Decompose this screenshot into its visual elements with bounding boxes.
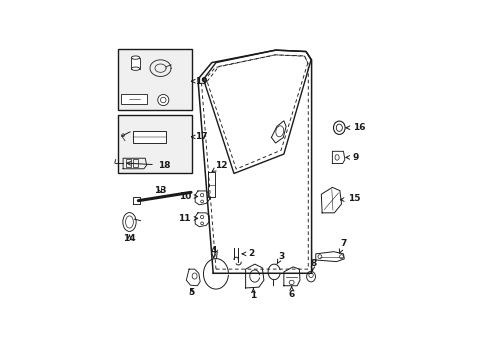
Bar [131, 58, 140, 69]
Ellipse shape [339, 255, 343, 258]
Text: 7: 7 [339, 239, 346, 253]
Ellipse shape [200, 193, 203, 197]
Text: 8: 8 [309, 259, 316, 271]
Text: 18: 18 [127, 161, 170, 170]
Ellipse shape [125, 216, 133, 228]
Bar [121, 94, 147, 104]
Text: 9: 9 [345, 153, 358, 162]
Ellipse shape [131, 56, 140, 59]
Text: 11: 11 [178, 214, 197, 223]
Text: 1: 1 [250, 288, 256, 300]
Text: 5: 5 [188, 288, 195, 297]
Text: 2: 2 [242, 249, 254, 258]
Bar [117, 115, 192, 174]
Ellipse shape [158, 94, 168, 105]
Ellipse shape [200, 200, 203, 203]
Text: 19: 19 [191, 77, 207, 86]
Bar [133, 131, 166, 143]
Ellipse shape [122, 212, 136, 231]
Ellipse shape [200, 222, 203, 225]
Ellipse shape [308, 273, 313, 278]
Ellipse shape [160, 97, 166, 103]
Ellipse shape [288, 280, 293, 285]
Ellipse shape [131, 67, 140, 70]
Text: 10: 10 [178, 192, 197, 201]
Ellipse shape [306, 271, 315, 282]
Ellipse shape [336, 124, 342, 131]
Ellipse shape [317, 255, 321, 258]
Text: 3: 3 [277, 252, 284, 264]
Bar [125, 159, 131, 167]
Bar [133, 159, 137, 167]
Text: 6: 6 [288, 287, 294, 298]
Ellipse shape [334, 155, 339, 160]
Text: 12: 12 [212, 161, 227, 171]
Text: 4: 4 [210, 246, 217, 258]
Ellipse shape [192, 273, 197, 279]
Ellipse shape [122, 134, 124, 136]
Bar [207, 172, 214, 197]
Text: 15: 15 [340, 194, 359, 203]
Ellipse shape [200, 215, 203, 219]
Bar [117, 49, 192, 110]
Text: 13: 13 [154, 186, 166, 195]
Text: 16: 16 [346, 123, 365, 132]
Text: 14: 14 [123, 234, 136, 243]
Text: 17: 17 [191, 132, 207, 141]
Ellipse shape [333, 121, 345, 134]
